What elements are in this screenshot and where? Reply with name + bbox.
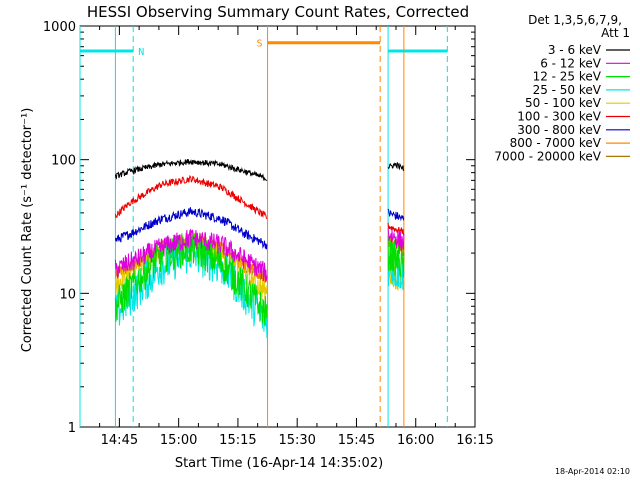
x-tick-label: 15:30 [278,433,315,448]
legend-entry-label: 25 - 50 keV [533,83,602,97]
series-trace [387,228,405,251]
annotation-label: S [257,39,263,50]
x-axis-label: Start Time (16-Apr-14 14:35:02) [175,456,383,471]
series-trace [387,208,405,222]
legend-entry-label: 800 - 7000 keV [510,136,602,150]
y-tick-label: 1 [68,421,76,436]
y-tick-label: 10 [59,287,76,302]
plot-frame [79,25,476,428]
legend-entry-label: 12 - 25 keV [533,70,602,84]
series-line-100-300-kev [114,174,405,236]
series-trace [387,161,405,172]
plot-area: 1 10 100 1000 14:45 15:00 15:15 15:30 15:45 16:00… [43,20,494,448]
series-trace [114,232,268,301]
series-trace [387,222,405,236]
series-trace [114,159,268,181]
y-tick-label: 100 [51,154,76,169]
x-tick-label: 14:45 [101,433,138,448]
series-trace [114,207,268,250]
series-trace [114,174,268,220]
y-axis-label: Corrected Count Rate (s⁻¹ detector⁻¹) [20,108,35,353]
x-tick-label: 16:00 [397,433,434,448]
x-tick-label: 15:45 [338,433,375,448]
annotation-label: N [138,47,144,58]
x-tick-label: 16:15 [456,433,493,448]
legend-entry-label: 3 - 6 keV [548,43,602,57]
y-tick-label: 1000 [43,20,76,35]
legend-entry-label: 7000 - 20000 keV [494,149,601,163]
legend-entry-label: 100 - 300 keV [517,110,601,124]
x-tick-label: 15:15 [219,433,256,448]
legend-header-det: Det 1,3,5,6,7,9, [528,13,622,27]
series-trace [114,228,268,283]
footer-timestamp: 18-Apr-2014 02:10 [555,467,630,476]
series-line-300-800-kev [114,207,405,250]
chart-title: HESSI Observing Summary Count Rates, Cor… [87,3,469,21]
legend-entry-label: 50 - 100 keV [525,96,602,110]
legend-entry-label: 300 - 800 keV [517,123,601,137]
series-line-6-12-kev [114,228,405,283]
x-tick-label: 15:00 [160,433,197,448]
legend-entry-label: 6 - 12 keV [540,56,602,70]
legend-header-att: Att 1 [601,26,630,40]
series-line-3-6-kev [114,159,405,181]
